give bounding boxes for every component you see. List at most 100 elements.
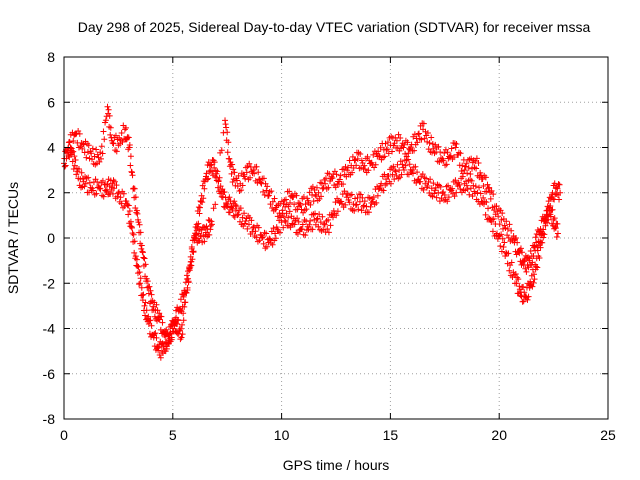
x-axis-label: GPS time / hours <box>283 457 390 473</box>
data-point <box>552 225 559 232</box>
data-point <box>332 184 339 191</box>
data-point <box>126 141 133 148</box>
data-point <box>274 213 281 220</box>
data-point <box>147 287 154 294</box>
y-tick-label: 2 <box>47 185 55 201</box>
data-point <box>180 317 187 324</box>
x-tick-label: 15 <box>383 427 399 443</box>
data-point <box>215 177 222 184</box>
data-point <box>373 199 380 206</box>
data-point <box>534 244 541 251</box>
data-point <box>143 307 150 314</box>
data-point <box>229 206 236 213</box>
data-point <box>437 149 444 156</box>
data-point <box>544 219 551 226</box>
data-point <box>447 152 454 159</box>
data-point <box>185 278 192 285</box>
data-point <box>246 160 253 167</box>
data-point <box>195 204 202 211</box>
data-point <box>552 224 559 231</box>
data-point <box>555 181 562 188</box>
data-point <box>397 158 404 165</box>
data-point <box>131 249 138 256</box>
data-point <box>78 169 85 176</box>
data-point <box>177 307 184 314</box>
data-point <box>545 216 552 223</box>
data-point <box>540 234 547 241</box>
data-point <box>142 299 149 306</box>
data-point <box>351 207 358 214</box>
data-point <box>337 172 344 179</box>
data-point <box>195 220 202 227</box>
data-point <box>139 292 146 299</box>
data-point <box>426 139 433 146</box>
data-point <box>81 183 88 190</box>
data-point <box>353 201 360 208</box>
data-point <box>383 146 390 153</box>
data-point <box>70 165 77 172</box>
data-point <box>113 182 120 189</box>
data-point <box>199 182 206 189</box>
data-point <box>334 208 341 215</box>
x-tick-label: 20 <box>491 427 507 443</box>
data-point <box>252 228 259 235</box>
data-point <box>123 124 130 131</box>
data-point <box>109 139 116 146</box>
data-point <box>271 195 278 202</box>
data-point <box>456 181 463 188</box>
data-point <box>141 255 148 262</box>
data-point <box>127 218 134 225</box>
data-point <box>157 354 164 361</box>
data-point <box>286 208 293 215</box>
data-point <box>404 139 411 146</box>
data-point <box>192 234 199 241</box>
data-point <box>302 232 309 239</box>
x-tick-labels: 0 5 10 15 20 25 <box>60 427 616 443</box>
data-point <box>291 221 298 228</box>
data-point <box>180 310 187 317</box>
data-point <box>89 145 96 152</box>
data-point <box>229 161 236 168</box>
data-point <box>127 153 134 160</box>
data-point <box>539 230 546 237</box>
data-point <box>457 150 464 157</box>
data-point <box>464 186 471 193</box>
data-point <box>437 183 444 190</box>
data-point <box>136 221 143 228</box>
data-point <box>365 167 372 174</box>
data-point <box>142 261 149 268</box>
data-point <box>151 331 158 338</box>
data-point <box>312 191 319 198</box>
data-point <box>378 180 385 187</box>
data-point <box>190 248 197 255</box>
data-point <box>419 171 426 178</box>
data-point <box>223 124 230 131</box>
data-point <box>475 160 482 167</box>
data-point <box>141 302 148 309</box>
data-point <box>161 331 168 338</box>
data-point <box>395 131 402 138</box>
data-point <box>239 182 246 189</box>
data-point <box>497 243 504 250</box>
data-point <box>281 217 288 224</box>
data-point <box>505 234 512 241</box>
data-point <box>226 209 233 216</box>
data-point <box>225 139 232 146</box>
data-point <box>370 194 377 201</box>
data-point <box>381 153 388 160</box>
data-point <box>299 226 305 233</box>
data-point <box>179 321 186 328</box>
data-point <box>527 278 534 285</box>
data-point <box>390 163 397 170</box>
data-point <box>342 201 349 208</box>
data-point <box>93 190 100 197</box>
data-point <box>212 201 219 208</box>
data-point <box>233 177 240 184</box>
data-point <box>140 291 147 298</box>
data-point <box>233 203 240 210</box>
data-point <box>436 198 443 205</box>
data-point <box>424 183 431 190</box>
data-point <box>282 196 289 203</box>
data-point <box>529 283 536 290</box>
data-point <box>367 203 374 210</box>
